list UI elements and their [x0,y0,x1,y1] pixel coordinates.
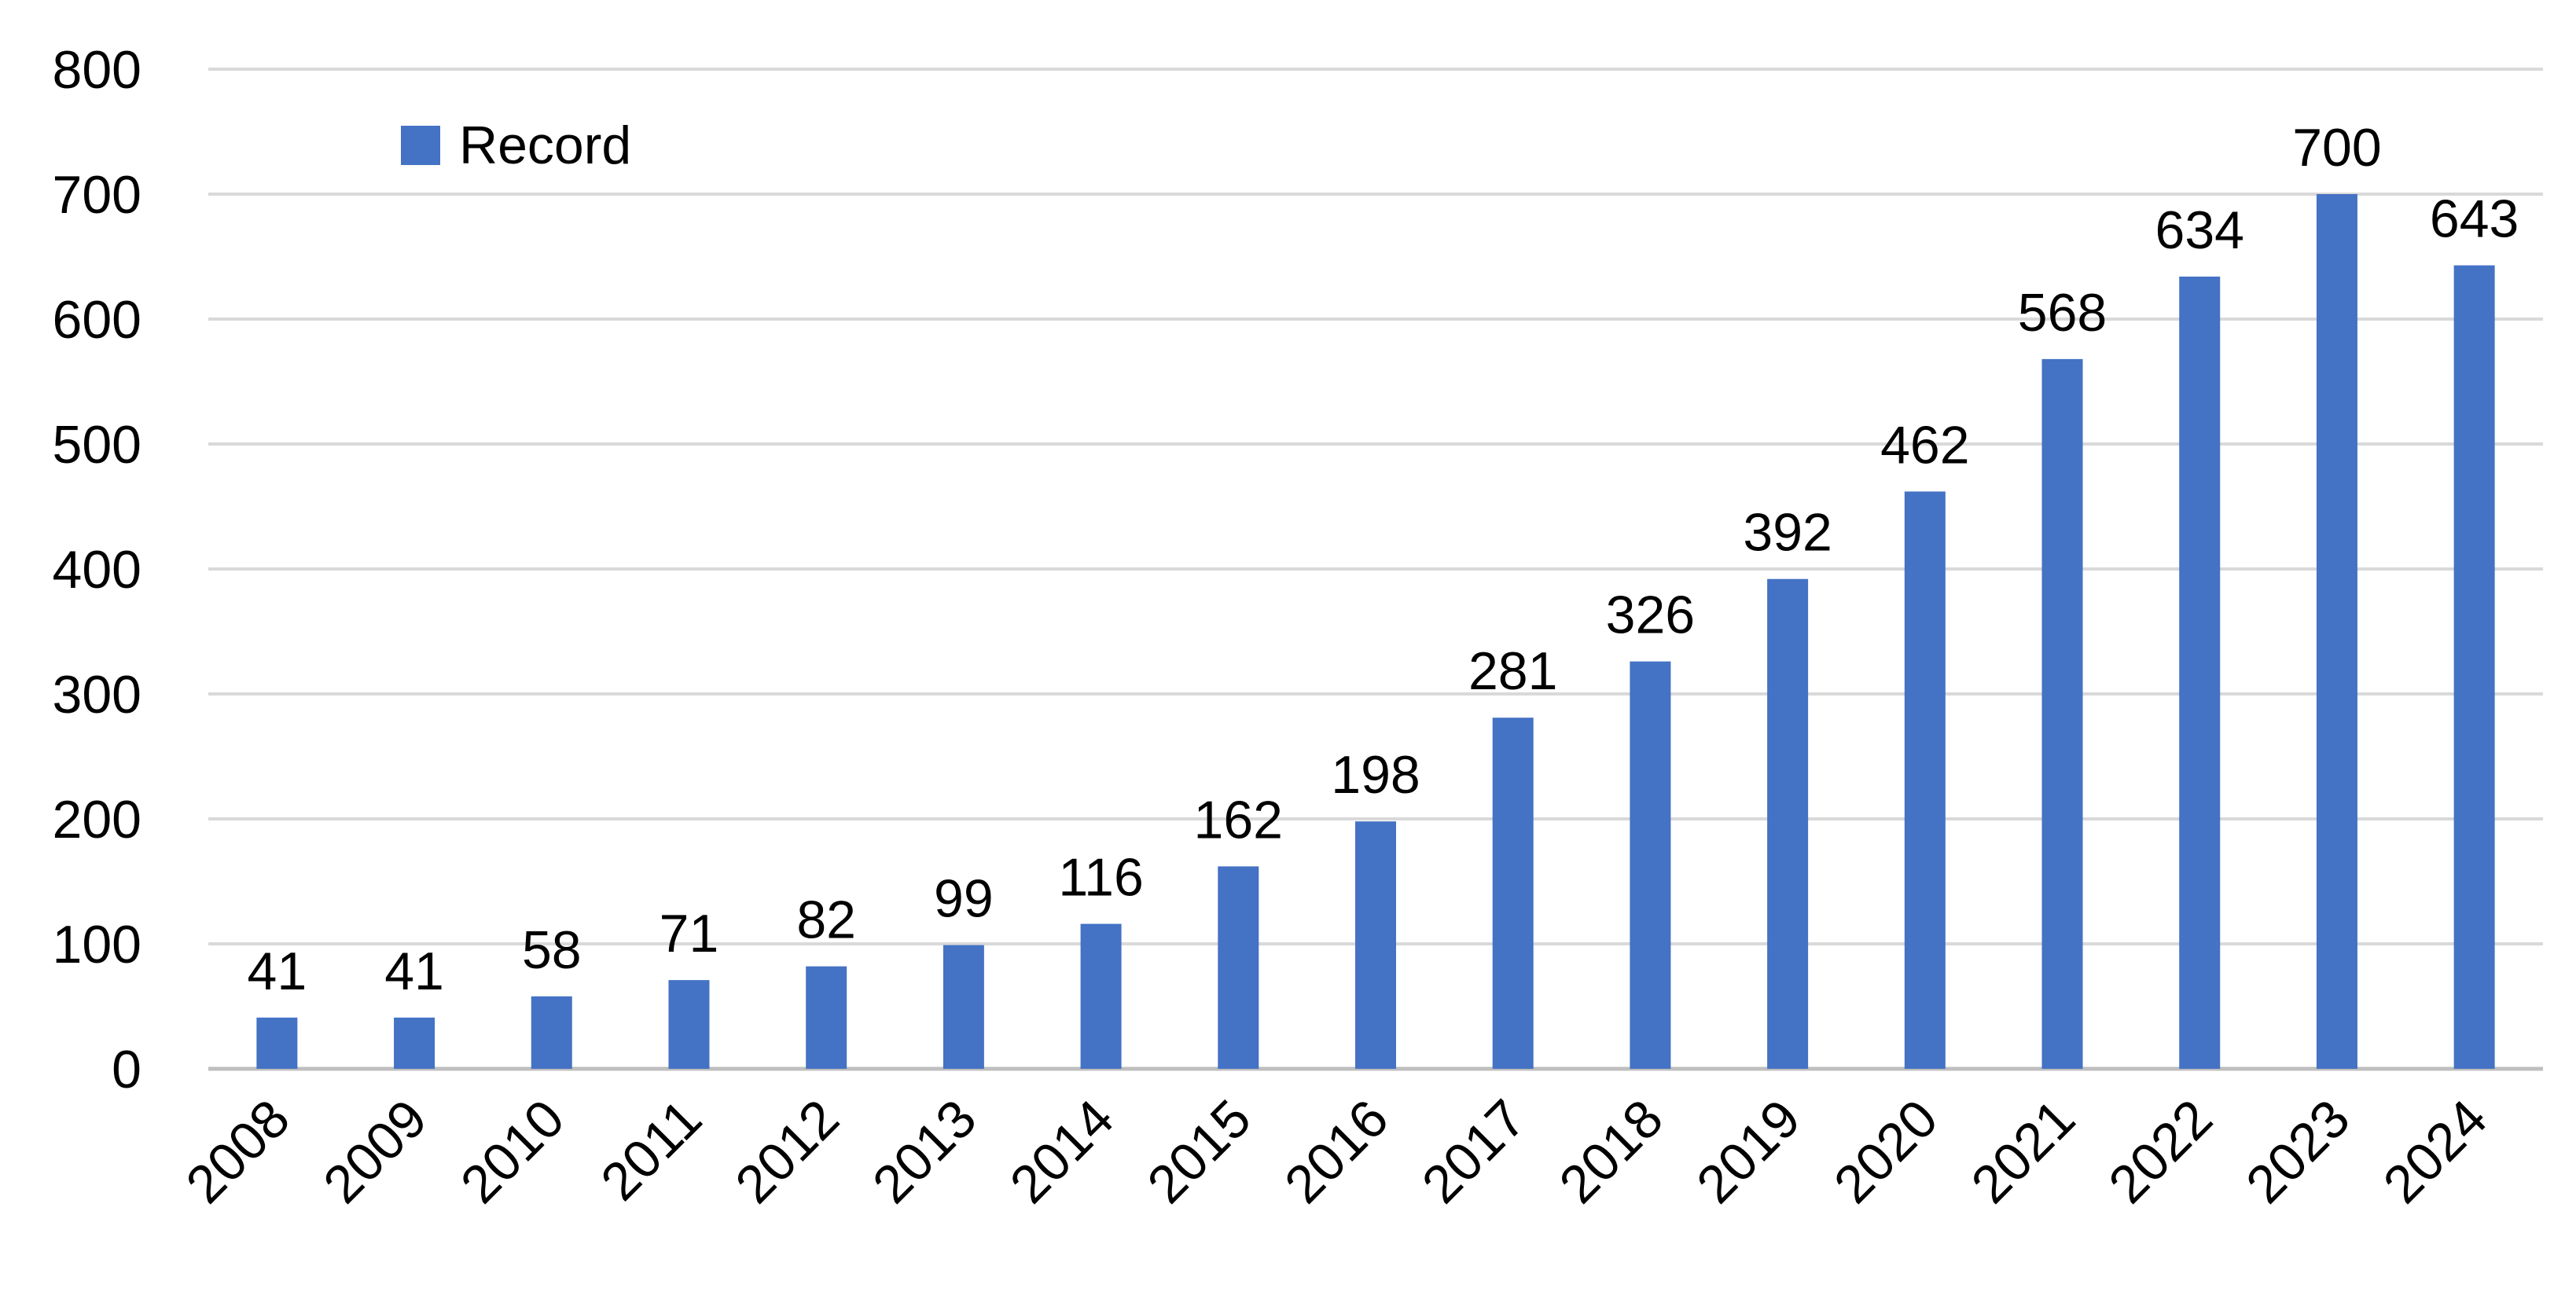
bar-2019 [1767,578,1809,1069]
y-tick-label: 500 [53,415,141,475]
x-tick-label-2015: 2015 [1136,1088,1262,1215]
x-tick-label-2010: 2010 [450,1088,576,1215]
x-tick-label-2024: 2024 [2372,1088,2499,1215]
y-tick-label: 200 [53,790,141,850]
data-label-2019: 392 [1743,503,1832,563]
bar-2012 [806,966,847,1069]
data-label-2023: 700 [2292,118,2381,178]
bar-2015 [1218,866,1259,1069]
x-tick-label-2009: 2009 [312,1088,439,1215]
x-tick-label-2021: 2021 [1960,1088,2086,1215]
x-tick-label-2017: 2017 [1411,1088,1538,1215]
bar-2018 [1630,661,1671,1069]
bar-2022 [2179,276,2221,1069]
data-label-2011: 71 [660,904,719,963]
bar-2017 [1492,718,1534,1069]
bar-2016 [1355,821,1396,1069]
bar-2024 [2453,265,2495,1069]
data-label-2014: 116 [1058,848,1143,908]
data-label-2012: 82 [796,890,856,950]
y-axis-ticks: 0 100 200 300 400 500 600 700 800 [53,40,141,1099]
bar-2021 [2041,358,2083,1069]
x-tick-label-2011: 2011 [590,1088,713,1212]
legend: Record [401,116,631,175]
x-tick-label-2023: 2023 [2235,1088,2361,1215]
y-tick-label: 600 [53,290,141,350]
y-tick-label: 700 [53,165,141,225]
x-axis-ticks: 2008 2009 2010 2011 2012 2013 2014 2015 2016 2017… [175,1088,2498,1215]
data-label-2009: 41 [384,941,444,1001]
data-label-2017: 281 [1468,641,1557,701]
x-tick-label-2013: 2013 [862,1088,988,1215]
x-tick-label-2018: 2018 [1548,1088,1674,1215]
x-tick-label-2014: 2014 [998,1088,1125,1215]
bar-2011 [668,980,710,1069]
gridlines [208,68,2543,1071]
data-label-2013: 99 [934,869,994,929]
y-tick-label: 800 [53,40,141,100]
x-tick-label-2020: 2020 [1823,1088,1949,1215]
x-tick-label-2019: 2019 [1685,1088,1812,1215]
data-label-2021: 568 [2018,283,2107,343]
bar-2009 [394,1017,435,1069]
bar-2023 [2316,194,2357,1069]
data-label-2022: 634 [2155,200,2244,260]
bar-2020 [1904,491,1946,1069]
y-tick-label: 0 [112,1040,141,1099]
data-label-2015: 162 [1194,790,1283,850]
data-label-2008: 41 [248,941,307,1001]
y-tick-label: 100 [53,915,141,975]
x-tick-label-2012: 2012 [724,1088,851,1215]
legend-swatch-record [401,126,440,165]
data-label-2016: 198 [1331,745,1420,805]
bar-2010 [531,996,572,1069]
bar-2014 [1080,923,1122,1069]
data-label-2020: 462 [1880,415,1969,475]
data-label-2024: 643 [2430,189,2519,249]
x-tick-label-2016: 2016 [1273,1088,1400,1215]
y-tick-label: 300 [53,665,141,725]
x-tick-label-2022: 2022 [2097,1088,2224,1215]
x-tick-label-2008: 2008 [175,1088,301,1215]
legend-label-record: Record [459,116,631,175]
bar-2008 [256,1017,298,1069]
y-tick-label: 400 [53,540,141,600]
data-label-2018: 326 [1606,585,1695,645]
data-label-2010: 58 [522,920,582,980]
bars [256,194,2495,1069]
bar-2013 [943,945,984,1069]
data-labels: 41 41 58 71 82 99 116 162 198 281 326 392 462 568 634 7… [248,118,2519,1001]
